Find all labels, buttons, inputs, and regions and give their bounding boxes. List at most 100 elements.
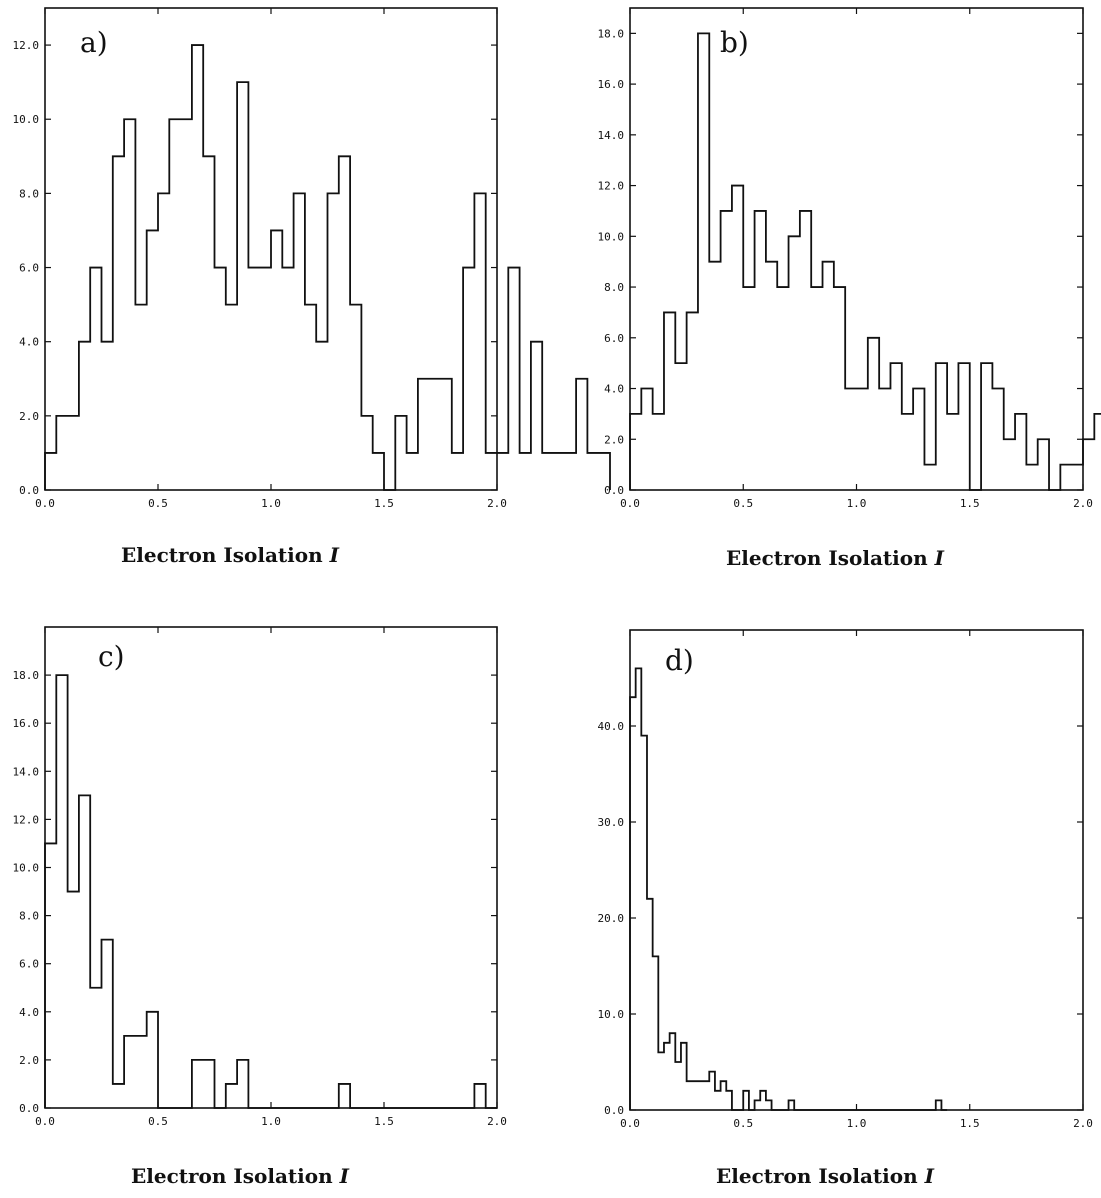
histogram-bin: [760, 1091, 766, 1110]
y-tick-label: 10.0: [598, 1008, 625, 1021]
histogram-bin: [789, 236, 800, 490]
histogram-bin: [102, 940, 113, 1108]
histogram-bin: [1072, 465, 1083, 490]
histogram-bin: [811, 287, 822, 490]
histogram-bin: [630, 697, 636, 1110]
x-tick-label: 0.5: [733, 1117, 753, 1130]
histogram-bin: [732, 186, 743, 490]
histogram-bin: [636, 668, 642, 1110]
y-tick-label: 6.0: [19, 262, 39, 275]
histogram-bin: [328, 193, 339, 490]
histogram-bin: [630, 414, 641, 490]
histogram-bin: [56, 416, 67, 490]
y-tick-label: 18.0: [13, 669, 40, 682]
histogram-bin: [113, 156, 124, 490]
histogram-bin: [681, 1043, 687, 1110]
histogram-bin: [452, 453, 463, 490]
histogram-steps: [44, 674, 497, 1109]
panel-label: b): [720, 26, 749, 59]
histogram-bin: [1060, 465, 1071, 490]
histogram-bin: [641, 736, 647, 1110]
histogram-bin: [658, 1052, 664, 1110]
x-axis-label: Electron Isolation I: [121, 543, 340, 567]
y-tick-label: 30.0: [598, 816, 625, 829]
histogram-bin: [79, 342, 90, 490]
histogram-bin: [777, 287, 788, 490]
histogram-bin: [474, 1084, 485, 1108]
histogram-bin: [675, 1062, 681, 1110]
histogram-bin: [373, 453, 384, 490]
x-tick-label: 0.0: [620, 497, 640, 510]
histogram-steps: [629, 32, 1101, 491]
histogram-bin: [407, 453, 418, 490]
x-tick-label: 2.0: [487, 1115, 507, 1128]
histogram-bin: [248, 268, 259, 490]
y-tick-label: 10.0: [13, 862, 40, 875]
histogram-bin: [79, 795, 90, 1108]
histogram-bin: [271, 230, 282, 490]
x-tick-label: 0.0: [35, 1115, 55, 1128]
histogram-bin: [350, 305, 361, 490]
y-tick-label: 0.0: [604, 484, 624, 497]
y-tick-label: 2.0: [604, 433, 624, 446]
histogram-bin: [845, 389, 856, 490]
histogram-bin: [800, 211, 811, 490]
x-axis-label: Electron Isolation I: [716, 1164, 935, 1188]
histogram-bin: [766, 262, 777, 490]
histogram-bin: [857, 389, 868, 490]
histogram-bin: [260, 268, 271, 490]
histogram-bin: [395, 416, 406, 490]
y-tick-label: 14.0: [13, 765, 40, 778]
histogram-panel-a: 0.0 2.0 4.0 6.0 8.0 10.0 12.0 0.0 0.5 1.0 1.5 2.0 a)…: [13, 7, 611, 567]
histogram-bin: [789, 1100, 795, 1110]
histogram-bin: [1026, 465, 1037, 490]
histogram-bin: [868, 338, 879, 490]
x-tick-label: 2.0: [1073, 1117, 1093, 1130]
histogram-panel-b: 0.0 2.0 4.0 6.0 8.0 10.0 12.0 14.0 16.0 18.0 0.0 0.…: [598, 7, 1101, 570]
histogram-bin: [687, 1081, 693, 1110]
histogram-bin: [1038, 439, 1049, 490]
histogram-bin: [68, 892, 79, 1108]
histogram-bin: [647, 899, 653, 1110]
histogram-bin: [1015, 414, 1026, 490]
histogram-bin: [653, 414, 664, 490]
histogram-bin: [486, 453, 497, 490]
histogram-bin: [339, 1084, 350, 1108]
histogram-bin: [45, 453, 56, 490]
histogram-bin: [542, 453, 553, 490]
histogram-bin: [531, 342, 542, 490]
histogram-bin: [237, 1060, 248, 1108]
histogram-bin: [181, 119, 192, 490]
histogram-bin: [576, 379, 587, 490]
histogram-bin: [508, 268, 519, 490]
y-tick-label: 40.0: [598, 720, 625, 733]
y-tick-label: 0.0: [19, 484, 39, 497]
histogram-bin: [192, 1060, 203, 1108]
histogram-bin: [90, 268, 101, 490]
histogram-bin: [692, 1081, 698, 1110]
histogram-bin: [664, 1043, 670, 1110]
histogram-bin: [237, 82, 248, 490]
histogram-bin: [1094, 414, 1101, 490]
x-tick-label: 1.0: [847, 497, 867, 510]
histogram-bin: [554, 453, 565, 490]
histogram-bin: [755, 211, 766, 490]
histogram-bin: [90, 988, 101, 1108]
histogram-bin: [565, 453, 576, 490]
histogram-bin: [755, 1100, 761, 1110]
histogram-bin: [947, 414, 958, 490]
histogram-bin: [497, 453, 508, 490]
y-tick-label: 4.0: [19, 336, 39, 349]
histogram-bin: [169, 119, 180, 490]
histogram-bin: [56, 675, 67, 1108]
y-tick-label: 10.0: [598, 230, 625, 243]
plot-frame: [629, 629, 1084, 1111]
x-tick-label: 1.0: [261, 1115, 281, 1128]
histogram-bin: [704, 1081, 710, 1110]
x-tick-label: 0.0: [35, 497, 55, 510]
histogram-bin: [215, 268, 226, 490]
y-tick-label: 0.0: [19, 1102, 39, 1115]
histogram-bin: [463, 268, 474, 490]
histogram-bin: [653, 956, 659, 1110]
histogram-bin: [102, 342, 113, 490]
